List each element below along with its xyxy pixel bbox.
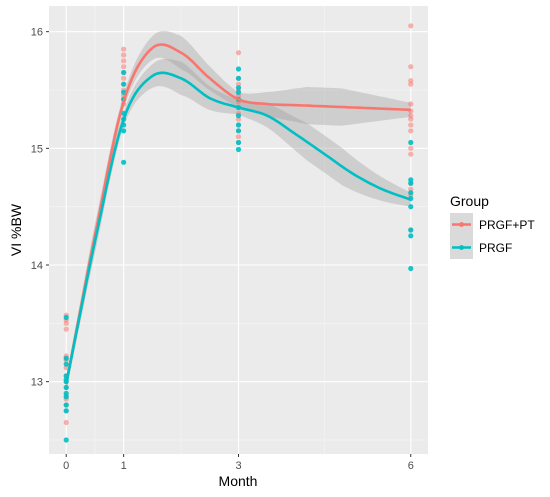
- data-point: [235, 50, 242, 56]
- data-point: [235, 75, 242, 81]
- data-point: [408, 204, 414, 210]
- x-axis-title: Month: [219, 473, 258, 489]
- data-point: [121, 81, 127, 87]
- data-point: [63, 394, 69, 400]
- data-point: [121, 75, 127, 81]
- legend-label: PRGF: [479, 241, 512, 255]
- data-point: [408, 81, 414, 87]
- data-point: [408, 139, 414, 146]
- data-point: [235, 134, 242, 140]
- confidence-ribbon-prgf: [66, 58, 411, 392]
- y-tick-label: 13: [31, 377, 43, 389]
- data-point: [408, 101, 414, 107]
- data-point: [408, 145, 414, 151]
- data-point: [408, 180, 414, 186]
- data-point: [235, 89, 242, 95]
- x-tick-label: 6: [408, 460, 414, 472]
- data-point: [235, 85, 242, 91]
- data-point: [235, 146, 242, 153]
- legend: Group PRGF+PT PRGF: [450, 193, 535, 259]
- data-point: [63, 437, 69, 443]
- data-point: [121, 46, 127, 52]
- confidence-ribbons: [66, 30, 411, 392]
- data-point: [408, 23, 414, 29]
- x-axis: 0 1 3 6: [63, 454, 414, 472]
- x-tick-label: 1: [121, 460, 127, 472]
- data-point: [121, 69, 127, 76]
- data-point: [408, 128, 414, 134]
- data-point: [235, 122, 242, 128]
- smooth-lines: [64, 43, 412, 385]
- x-tick-label: 0: [63, 460, 69, 472]
- data-point: [63, 408, 69, 414]
- data-point: [63, 326, 69, 332]
- data-point: [408, 64, 414, 70]
- data-point: [63, 355, 69, 361]
- data-point: [63, 361, 69, 367]
- legend-key-point: [459, 245, 464, 250]
- data-point: [63, 419, 69, 426]
- data-point: [63, 314, 69, 321]
- data-point: [408, 116, 414, 122]
- y-axis-title: VI %BW: [8, 203, 24, 256]
- y-axis: 13 14 15 16: [31, 27, 49, 389]
- data-point: [121, 58, 127, 64]
- data-point: [121, 64, 127, 70]
- data-point: [408, 233, 414, 239]
- smooth-line-prgf: [64, 71, 412, 385]
- confidence-ribbon-prgf-pt: [66, 30, 411, 392]
- data-point: [63, 320, 69, 326]
- data-point: [235, 66, 242, 72]
- data-point: [408, 190, 414, 196]
- data-point: [408, 265, 414, 272]
- data-point: [63, 384, 69, 391]
- data-point: [235, 128, 242, 134]
- legend-title: Group: [450, 193, 489, 209]
- data-point: [235, 139, 242, 146]
- data-point: [408, 122, 414, 128]
- y-tick-label: 14: [31, 260, 43, 272]
- x-tick-label: 3: [235, 460, 241, 472]
- y-tick-label: 16: [31, 27, 43, 39]
- data-point: [63, 402, 69, 408]
- legend-key-point: [459, 222, 464, 227]
- legend-label: PRGF+PT: [479, 218, 535, 232]
- data-point: [408, 151, 414, 157]
- data-point: [408, 227, 414, 233]
- data-point: [235, 113, 242, 119]
- data-point: [121, 128, 127, 134]
- smooth-line-prgf-pt: [64, 43, 411, 385]
- y-tick-label: 15: [31, 143, 43, 155]
- data-point: [121, 52, 127, 58]
- data-point: [121, 159, 127, 165]
